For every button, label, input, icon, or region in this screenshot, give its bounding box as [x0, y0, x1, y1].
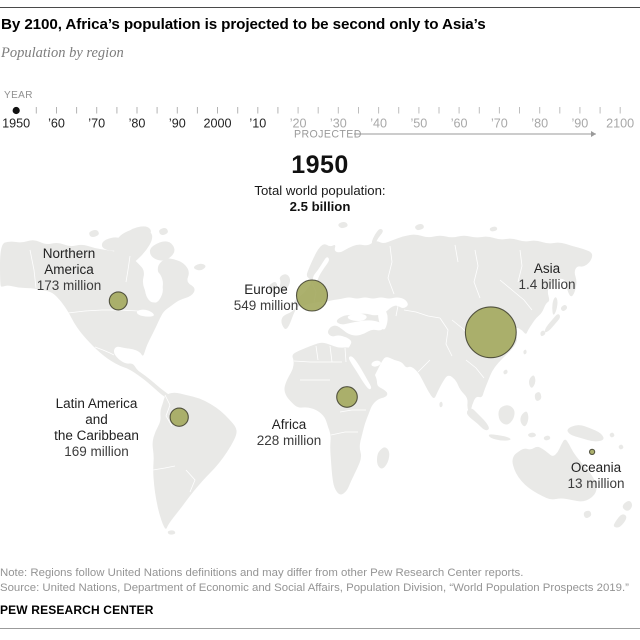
svg-text:’90: ’90 [571, 117, 588, 131]
svg-text:’30: ’30 [330, 117, 347, 131]
svg-text:’10: ’10 [249, 117, 266, 131]
svg-text:’70: ’70 [491, 117, 508, 131]
svg-text:’60: ’60 [48, 117, 65, 131]
svg-text:’60: ’60 [451, 117, 468, 131]
svg-text:’90: ’90 [169, 117, 186, 131]
svg-text:PROJECTED: PROJECTED [294, 129, 362, 141]
svg-text:’40: ’40 [370, 117, 387, 131]
svg-text:’80: ’80 [129, 117, 146, 131]
svg-text:2100: 2100 [606, 117, 634, 131]
svg-text:’20: ’20 [290, 117, 307, 131]
svg-text:’50: ’50 [410, 117, 427, 131]
svg-text:2000: 2000 [203, 117, 231, 131]
svg-text:1950: 1950 [2, 117, 30, 131]
svg-text:’70: ’70 [88, 117, 105, 131]
svg-text:’80: ’80 [531, 117, 548, 131]
